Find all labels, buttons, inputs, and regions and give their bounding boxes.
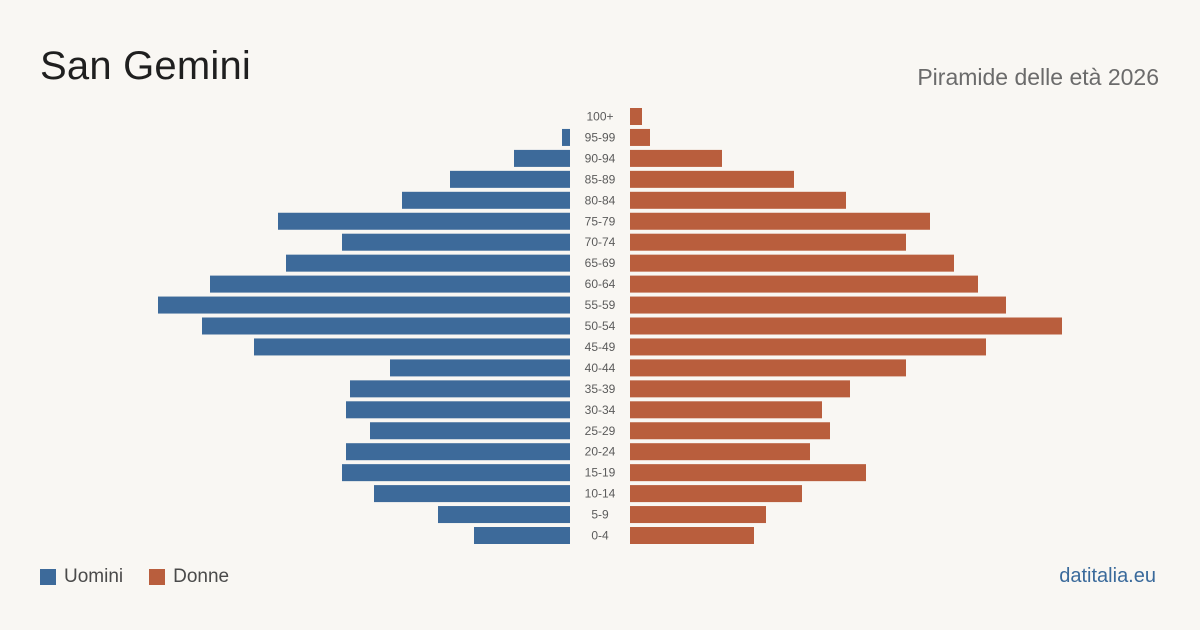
age-label-75-79: 75-79 (585, 214, 616, 228)
bar-women-40-44 (630, 359, 906, 377)
chart-legend: Uomini Donne (40, 566, 229, 588)
bar-men-0-4 (474, 527, 570, 544)
bar-women-30-34 (630, 401, 822, 419)
bar-women-0-4 (630, 527, 754, 544)
age-label-80-84: 80-84 (585, 193, 616, 207)
bar-women-65-69 (630, 254, 954, 272)
bar-women-15-19 (630, 464, 866, 482)
age-label-95-99: 95-99 (585, 130, 616, 144)
legend-label-men: Uomini (64, 566, 124, 587)
bar-women-90-94 (630, 149, 722, 167)
chart-title: San Gemini (40, 44, 251, 88)
age-label-85-89: 85-89 (585, 172, 616, 186)
bar-men-65-69 (286, 254, 570, 272)
bar-women-85-89 (630, 170, 794, 188)
bar-women-70-74 (630, 233, 906, 251)
age-label-100+: 100+ (586, 110, 613, 124)
bar-women-35-39 (630, 380, 850, 398)
bar-men-40-44 (390, 359, 570, 377)
bar-men-15-19 (342, 464, 570, 482)
bar-men-90-94 (514, 149, 570, 167)
bar-men-5-9 (438, 506, 570, 524)
source-link[interactable]: datitalia.eu (1059, 565, 1156, 587)
bar-men-60-64 (210, 275, 570, 293)
age-label-55-59: 55-59 (585, 298, 616, 312)
age-label-45-49: 45-49 (585, 340, 616, 354)
age-label-10-14: 10-14 (585, 487, 616, 501)
bar-women-20-24 (630, 443, 810, 461)
bar-women-50-54 (630, 317, 1062, 335)
age-label-25-29: 25-29 (585, 424, 616, 438)
age-label-50-54: 50-54 (585, 319, 616, 333)
age-label-65-69: 65-69 (585, 256, 616, 270)
age-label-90-94: 90-94 (585, 151, 616, 165)
age-label-15-19: 15-19 (585, 466, 616, 480)
chart-subtitle: Piramide delle età 2026 (917, 64, 1159, 90)
age-label-60-64: 60-64 (585, 277, 616, 291)
bar-women-45-49 (630, 338, 986, 356)
bar-men-30-34 (346, 401, 570, 419)
legend-label-women: Donne (173, 566, 230, 587)
age-label-35-39: 35-39 (585, 382, 616, 396)
bar-men-75-79 (278, 212, 570, 230)
legend-swatch-women (149, 569, 166, 585)
bar-men-95-99 (562, 128, 570, 146)
bar-men-10-14 (374, 485, 570, 503)
age-label-70-74: 70-74 (585, 235, 616, 249)
bar-women-60-64 (630, 275, 978, 293)
bar-women-100+ (630, 108, 642, 125)
age-label-20-24: 20-24 (585, 445, 616, 459)
bar-men-85-89 (450, 170, 570, 188)
bar-women-5-9 (630, 506, 766, 524)
bar-women-55-59 (630, 296, 1006, 314)
bar-women-75-79 (630, 212, 930, 230)
bar-men-35-39 (350, 380, 570, 398)
bar-men-50-54 (202, 317, 570, 335)
age-label-30-34: 30-34 (585, 403, 616, 417)
legend-item-men: Uomini (40, 566, 123, 588)
legend-item-women: Donne (149, 566, 229, 588)
age-label-40-44: 40-44 (585, 361, 616, 375)
age-label-5-9: 5-9 (591, 508, 609, 522)
bar-men-20-24 (346, 443, 570, 461)
bar-men-80-84 (402, 191, 570, 209)
age-label-0-4: 0-4 (591, 529, 609, 543)
bar-women-80-84 (630, 191, 846, 209)
bar-men-45-49 (254, 338, 570, 356)
bar-women-95-99 (630, 128, 650, 146)
bar-women-25-29 (630, 422, 830, 440)
bar-men-55-59 (158, 296, 570, 314)
bar-men-25-29 (370, 422, 570, 440)
legend-swatch-men (40, 569, 56, 585)
bar-men-70-74 (342, 233, 570, 251)
bar-women-10-14 (630, 485, 802, 503)
